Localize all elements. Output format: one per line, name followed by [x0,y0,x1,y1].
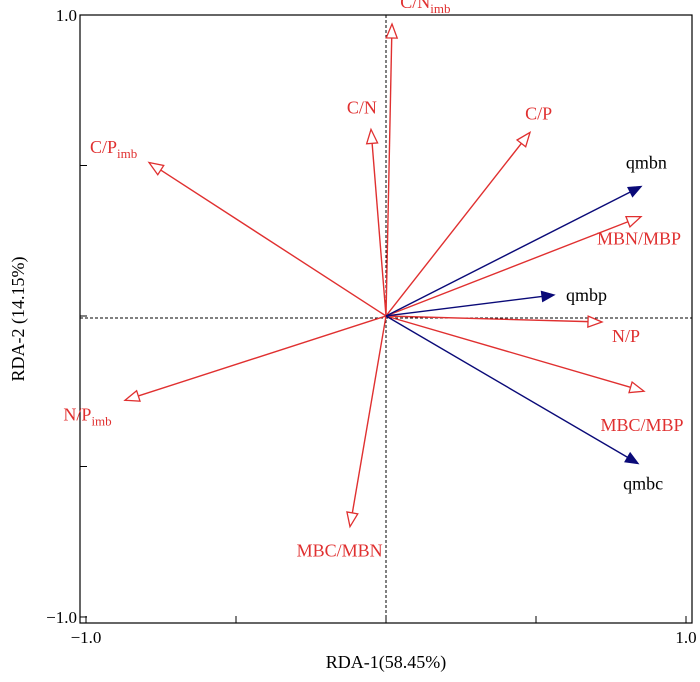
x-tick-label: 1.0 [675,628,696,647]
open-arrowhead [123,389,141,402]
vector-label: MBC/MBN [297,540,383,560]
vector-shaft [138,315,387,397]
vector-mbc-mbp: MBC/MBP [385,315,684,435]
vector-qmbn: qmbn [385,153,667,317]
open-arrowhead [147,161,165,176]
vector-label: qmbp [566,285,607,305]
vector-label: C/Nimb [400,0,450,16]
open-arrowhead [625,215,643,228]
x-axis-label: RDA-1(58.45%) [326,652,446,673]
vector-shaft [385,295,543,317]
vector-label: qmbn [626,153,667,173]
vector-c-n: C/N [347,97,387,317]
vector-shaft [385,38,393,317]
open-arrowhead [515,130,532,148]
vector-shaft [385,315,589,323]
open-arrowhead [365,127,379,145]
y-axis-label: RDA-2 (14.15%) [8,257,29,382]
vector-label: MBC/MBP [600,415,683,435]
vector-shaft [385,315,631,388]
vector-shaft [351,315,387,514]
vector-label: N/P [612,326,640,346]
vector-c-p: C/P [385,103,552,317]
vector-label: C/Pimb [90,137,137,161]
vector-shaft [385,191,631,317]
vector-n-p: N/P [385,315,640,346]
x-ticks: −1.0 1.0 [71,616,697,647]
x-tick-label: −1.0 [71,628,102,647]
filled-arrowhead [624,451,640,465]
vector-shaft [385,315,628,459]
vector-mbn-mbp: MBN/MBP [385,215,681,317]
vector-mbc-mbn: MBC/MBN [297,315,387,560]
vector-qmbc: qmbc [385,315,663,493]
open-arrowhead [587,315,604,329]
open-arrowhead [346,511,359,529]
open-arrowhead [385,22,399,39]
y-tick-label: −1.0 [46,608,77,627]
vector-qmbp: qmbp [385,285,607,317]
filled-arrowhead [627,185,643,198]
y-tick-label: 1.0 [56,6,77,25]
vector-label: C/N [347,97,377,117]
vectors: C/Nimb C/N C/P C/Pimb MBN/MBP N/P MBC/MBP N/Pim… [63,0,683,560]
vector-label: MBN/MBP [597,229,681,249]
vector-shaft [160,169,387,317]
vector-c-n-imb: C/Nimb [385,0,451,317]
vector-label: C/P [525,103,552,123]
vector-label: qmbc [623,473,663,493]
vector-shaft [385,142,522,317]
vector-n-p-imb: N/Pimb [63,315,387,429]
vector-label: N/Pimb [63,405,111,429]
vector-shaft [385,221,629,317]
filled-arrowhead [540,290,556,303]
vector-c-p-imb: C/Pimb [90,137,387,317]
vector-shaft [371,143,387,317]
y-ticks: −1.0 1.0 [46,6,87,627]
open-arrowhead [628,380,646,394]
